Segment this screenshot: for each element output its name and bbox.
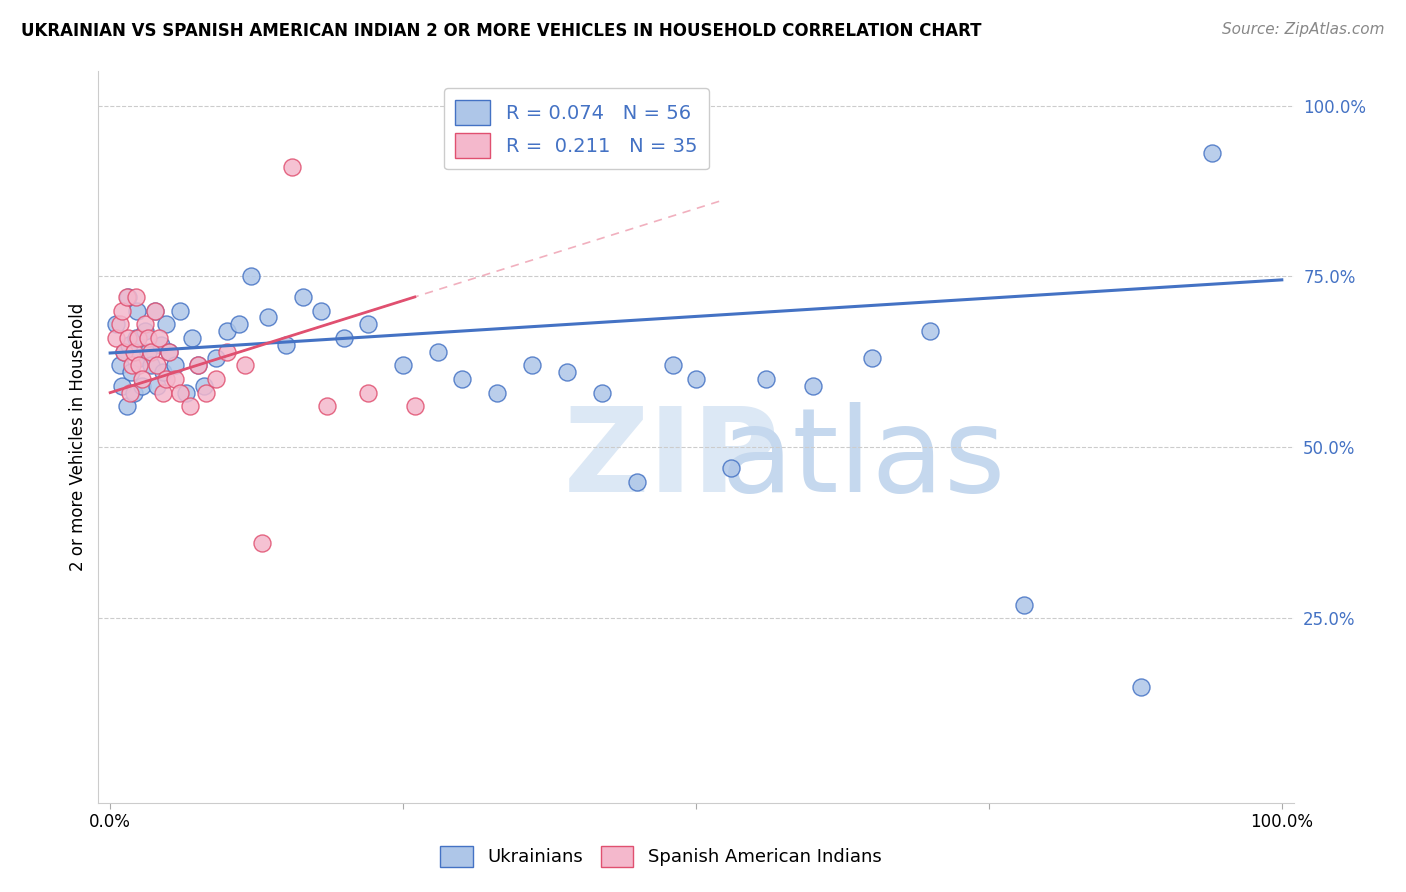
Point — [187, 359, 209, 373]
Point — [143, 303, 166, 318]
Point — [141, 344, 163, 359]
Point — [163, 372, 186, 386]
Point — [122, 385, 145, 400]
Point — [228, 318, 250, 332]
Point — [141, 359, 163, 373]
Point — [125, 290, 148, 304]
Point — [181, 331, 204, 345]
Point — [118, 338, 141, 352]
Point — [217, 324, 239, 338]
Point — [204, 372, 226, 386]
Point — [174, 385, 197, 400]
Point — [128, 351, 150, 366]
Point — [204, 351, 226, 366]
Point — [392, 359, 415, 373]
Point — [117, 290, 139, 304]
Point — [239, 269, 262, 284]
Point — [136, 344, 159, 359]
Point — [316, 400, 339, 414]
Point — [520, 359, 543, 373]
Point — [217, 344, 239, 359]
Point — [427, 344, 450, 359]
Point — [152, 385, 174, 400]
Point — [1012, 598, 1035, 612]
Point — [920, 324, 942, 338]
Point — [127, 331, 149, 345]
Point — [404, 400, 426, 414]
Point — [115, 400, 138, 414]
Point — [149, 338, 172, 352]
Point — [485, 385, 508, 400]
Point — [120, 365, 142, 379]
Point — [131, 372, 153, 386]
Point — [555, 365, 578, 379]
Point — [187, 359, 209, 373]
Point — [120, 385, 141, 400]
Point — [143, 303, 166, 318]
Point — [146, 379, 169, 393]
Point — [111, 379, 134, 393]
Point — [155, 372, 177, 386]
Point — [591, 385, 613, 400]
Point — [108, 318, 131, 332]
Point — [357, 385, 380, 400]
Point — [450, 372, 472, 386]
Point — [169, 385, 191, 400]
Point — [127, 303, 149, 318]
Point — [136, 331, 159, 345]
Point — [801, 379, 824, 393]
Text: Source: ZipAtlas.com: Source: ZipAtlas.com — [1222, 22, 1385, 37]
Point — [122, 344, 145, 359]
Point — [281, 160, 304, 174]
Point — [105, 331, 128, 345]
Point — [128, 359, 150, 373]
Point — [309, 303, 332, 318]
Y-axis label: 2 or more Vehicles in Household: 2 or more Vehicles in Household — [69, 303, 87, 571]
Legend: Ukrainians, Spanish American Indians: Ukrainians, Spanish American Indians — [433, 838, 889, 874]
Point — [163, 359, 186, 373]
Point — [112, 344, 135, 359]
Text: atlas: atlas — [721, 401, 1005, 516]
Point — [720, 460, 742, 475]
Point — [274, 338, 297, 352]
Point — [146, 359, 169, 373]
Point — [193, 379, 215, 393]
Point — [685, 372, 707, 386]
Point — [111, 303, 134, 318]
Point — [252, 536, 274, 550]
Text: UKRAINIAN VS SPANISH AMERICAN INDIAN 2 OR MORE VEHICLES IN HOUSEHOLD CORRELATION: UKRAINIAN VS SPANISH AMERICAN INDIAN 2 O… — [21, 22, 981, 40]
Point — [152, 365, 174, 379]
Point — [179, 400, 201, 414]
Point — [155, 318, 177, 332]
Point — [860, 351, 883, 366]
Point — [157, 344, 180, 359]
Point — [257, 310, 280, 325]
Point — [333, 331, 356, 345]
Point — [121, 359, 143, 373]
Point — [112, 344, 135, 359]
Point — [1130, 680, 1153, 694]
Point — [1201, 146, 1223, 161]
Legend: R = 0.074   N = 56, R =  0.211   N = 35: R = 0.074 N = 56, R = 0.211 N = 35 — [444, 88, 709, 169]
Text: ZIP: ZIP — [564, 401, 780, 516]
Point — [157, 344, 180, 359]
Point — [134, 324, 156, 338]
Point — [117, 331, 139, 345]
Point — [357, 318, 380, 332]
Point — [134, 318, 156, 332]
Point — [755, 372, 778, 386]
Point — [115, 290, 138, 304]
Point — [125, 331, 148, 345]
Point — [233, 359, 256, 373]
Point — [131, 379, 153, 393]
Point — [105, 318, 128, 332]
Point — [626, 475, 648, 489]
Point — [292, 290, 315, 304]
Point — [195, 385, 218, 400]
Point — [148, 331, 170, 345]
Point — [169, 303, 191, 318]
Point — [108, 359, 131, 373]
Point — [661, 359, 683, 373]
